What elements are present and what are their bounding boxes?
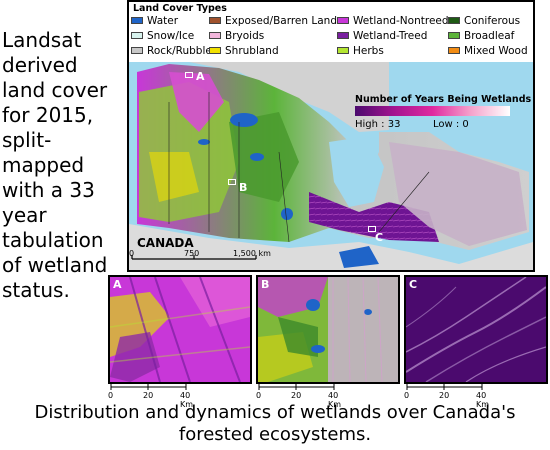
inset-a-label: A (113, 278, 122, 291)
marker-c-label: C (375, 231, 384, 244)
scale-tick: 20 (143, 391, 154, 400)
marker-a-box (185, 72, 193, 78)
wetland-gradient-bar (355, 106, 510, 116)
legend-swatch (337, 47, 349, 54)
inset-c-scale: 0 20 40 Km (404, 384, 494, 409)
marker-c-box (368, 226, 376, 232)
legend-item: Water (131, 15, 178, 27)
legend-swatch (131, 47, 143, 54)
legend-item-label: Herbs (353, 45, 384, 57)
legend-item: Wetland-Treed (337, 30, 427, 42)
scale-tick: 750 (184, 249, 200, 258)
legend-item: Coniferous (448, 15, 520, 27)
marker-b-box (228, 179, 236, 185)
legend-item-label: Water (147, 15, 179, 27)
legend-item-label: Snow/Ice (147, 30, 195, 42)
inset-c-graphic (406, 277, 546, 382)
inset-a: A (108, 275, 252, 384)
legend-swatch (448, 47, 460, 54)
scale-tick: 0 (129, 249, 135, 258)
inset-a-scale: 0 20 40 Km (108, 384, 198, 409)
scale-tick: 20 (291, 391, 302, 400)
legend-swatch (209, 32, 221, 39)
inset-b-graphic (258, 277, 398, 382)
legend-item: Broadleaf (448, 30, 514, 42)
scale-tick: 20 (439, 391, 450, 400)
legend-swatch (209, 17, 221, 24)
scale-tick: 40 Km (328, 391, 342, 409)
legend-swatch (448, 32, 460, 39)
legend-item: Shrubland (209, 45, 279, 57)
legend-item-label: Bryoids (225, 30, 265, 42)
legend-swatch (131, 17, 143, 24)
legend-item: Mixed Wood (448, 45, 528, 57)
map-description: Landsat derived land cover for 2015, spl… (2, 28, 108, 302)
legend-item-label: Wetland-Treed (353, 30, 428, 42)
scale-tick: 0 (108, 391, 114, 400)
legend-swatch (448, 17, 460, 24)
legend-swatch (337, 32, 349, 39)
inset-c-label: C (409, 278, 418, 291)
canada-map-graphic (129, 2, 533, 270)
legend-item: Rock/Rubble (131, 45, 212, 57)
scale-tick: 1,500 km (233, 249, 271, 258)
main-scale-bar: 0 750 1,500 km (128, 249, 278, 271)
land-cover-legend: Land Cover Types Water Snow/Ice Rock/Rub… (129, 2, 533, 62)
legend-item: Wetland-Nontreed (337, 15, 449, 27)
legend-item-label: Rock/Rubble (147, 45, 212, 57)
inset-c: C (404, 275, 548, 384)
legend-item: Exposed/Barren Land (209, 15, 337, 27)
marker-b-label: B (239, 181, 248, 194)
legend-title: Land Cover Types (133, 3, 227, 14)
scale-tick: 0 (256, 391, 262, 400)
legend-item: Bryoids (209, 30, 264, 42)
wetland-legend-title: Number of Years Being Wetlands (355, 94, 532, 105)
legend-item-label: Coniferous (464, 15, 521, 27)
inset-b-label: B (261, 278, 270, 291)
main-map (127, 0, 535, 272)
marker-a-label: A (196, 70, 205, 83)
legend-swatch (131, 32, 143, 39)
inset-b: B (256, 275, 400, 384)
scale-tick: 40 Km (476, 391, 490, 409)
legend-item-label: Exposed/Barren Land (225, 15, 337, 27)
scale-tick: 40 Km (180, 391, 194, 409)
legend-item: Snow/Ice (131, 30, 194, 42)
legend-swatch (337, 17, 349, 24)
country-label: CANADA (137, 236, 194, 250)
legend-swatch (209, 47, 221, 54)
wetland-legend-high: High : 33 (355, 119, 401, 130)
scale-tick: 0 (404, 391, 410, 400)
legend-item: Herbs (337, 45, 384, 57)
figure-caption: Distribution and dynamics of wetlands ov… (34, 402, 516, 445)
inset-a-graphic (110, 277, 250, 382)
inset-b-scale: 0 20 40 Km (256, 384, 346, 409)
wetland-years-legend: Number of Years Being Wetlands High : 33… (355, 94, 531, 134)
wetland-legend-low: Low : 0 (433, 119, 469, 130)
legend-item-label: Mixed Wood (464, 45, 528, 57)
legend-item-label: Wetland-Nontreed (353, 15, 449, 27)
legend-item-label: Broadleaf (464, 30, 515, 42)
legend-item-label: Shrubland (225, 45, 279, 57)
